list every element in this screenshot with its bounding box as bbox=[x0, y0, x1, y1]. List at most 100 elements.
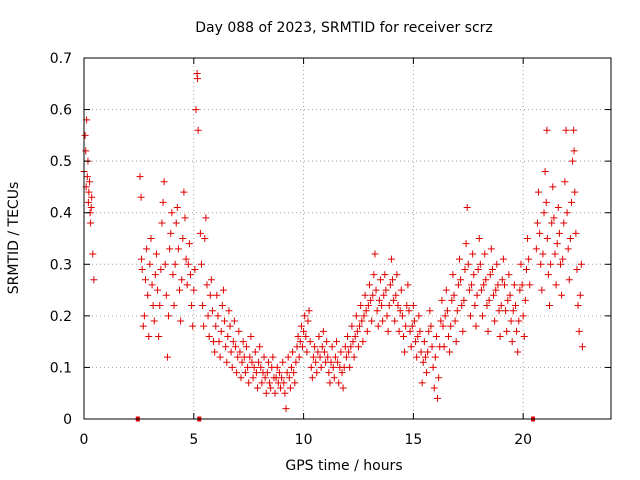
data-point bbox=[570, 126, 578, 134]
data-point bbox=[227, 348, 235, 356]
data-point bbox=[180, 188, 188, 196]
data-point bbox=[342, 353, 350, 361]
data-point bbox=[81, 131, 89, 139]
data-point bbox=[379, 317, 387, 325]
data-point bbox=[398, 312, 406, 320]
data-point bbox=[196, 229, 204, 237]
data-point bbox=[335, 379, 343, 387]
data-point bbox=[319, 327, 327, 335]
data-point bbox=[324, 353, 332, 361]
data-point bbox=[563, 209, 571, 217]
data-point bbox=[474, 265, 482, 273]
data-point bbox=[269, 353, 277, 361]
data-point bbox=[448, 296, 456, 304]
data-point bbox=[141, 276, 149, 284]
data-point bbox=[271, 389, 279, 397]
data-point bbox=[226, 322, 234, 330]
data-point bbox=[349, 338, 357, 346]
data-point bbox=[186, 271, 194, 279]
data-point bbox=[315, 332, 323, 340]
y-tick-label: 0 bbox=[63, 412, 72, 428]
data-point bbox=[214, 312, 222, 320]
data-point bbox=[521, 296, 529, 304]
data-point bbox=[183, 281, 191, 289]
data-point bbox=[556, 260, 564, 268]
data-point bbox=[197, 260, 205, 268]
data-point bbox=[371, 250, 379, 258]
data-point bbox=[244, 363, 252, 371]
data-point bbox=[391, 317, 399, 325]
data-point bbox=[334, 358, 342, 366]
data-point bbox=[513, 327, 521, 335]
data-point bbox=[408, 322, 416, 330]
y-tick-label: 0.2 bbox=[50, 309, 72, 325]
data-point bbox=[539, 250, 547, 258]
data-point bbox=[447, 322, 455, 330]
data-points bbox=[80, 69, 586, 413]
data-point bbox=[434, 394, 442, 402]
data-point bbox=[213, 291, 221, 299]
data-point bbox=[425, 327, 433, 335]
data-point bbox=[273, 363, 281, 371]
data-point bbox=[167, 229, 175, 237]
data-point bbox=[82, 147, 90, 155]
data-point bbox=[317, 363, 325, 371]
data-point bbox=[566, 235, 574, 242]
y-tick-label: 0.1 bbox=[50, 360, 72, 376]
data-point bbox=[85, 188, 93, 196]
data-point bbox=[535, 188, 543, 196]
data-point bbox=[323, 338, 331, 346]
data-point bbox=[573, 265, 581, 273]
data-point bbox=[170, 302, 178, 310]
data-point bbox=[250, 363, 258, 371]
data-point bbox=[325, 369, 333, 377]
data-point bbox=[304, 317, 312, 325]
data-point bbox=[212, 322, 220, 330]
data-point bbox=[486, 271, 494, 279]
data-point bbox=[519, 312, 527, 320]
data-point bbox=[291, 379, 299, 387]
data-point bbox=[463, 204, 471, 212]
data-point bbox=[194, 75, 202, 83]
data-point bbox=[538, 286, 546, 294]
data-point bbox=[458, 302, 466, 310]
data-point bbox=[137, 193, 145, 201]
data-point bbox=[569, 157, 577, 165]
data-point bbox=[308, 374, 316, 382]
data-point bbox=[306, 338, 314, 346]
data-point bbox=[294, 332, 302, 340]
data-point bbox=[211, 348, 219, 356]
data-point bbox=[216, 353, 224, 361]
data-point bbox=[387, 255, 395, 263]
data-point bbox=[245, 379, 253, 387]
data-point bbox=[191, 265, 199, 273]
data-point bbox=[465, 286, 473, 294]
data-point bbox=[282, 405, 290, 413]
data-point bbox=[150, 317, 158, 325]
data-point bbox=[431, 353, 439, 361]
data-point bbox=[517, 260, 525, 268]
data-point bbox=[224, 332, 232, 340]
data-point bbox=[205, 332, 213, 340]
data-point bbox=[228, 363, 236, 371]
data-point bbox=[555, 229, 563, 237]
data-point bbox=[476, 260, 484, 268]
data-point bbox=[260, 353, 268, 361]
data-point bbox=[490, 291, 498, 299]
data-point bbox=[218, 302, 226, 310]
data-point bbox=[376, 276, 384, 284]
data-point bbox=[248, 358, 256, 366]
data-point bbox=[460, 296, 468, 304]
data-point bbox=[301, 312, 309, 320]
data-point bbox=[506, 291, 514, 299]
data-point bbox=[182, 255, 190, 263]
data-point bbox=[283, 369, 291, 377]
data-point bbox=[469, 250, 477, 258]
data-point bbox=[160, 178, 168, 186]
data-point bbox=[337, 348, 345, 356]
data-point bbox=[188, 302, 196, 310]
data-point bbox=[543, 126, 551, 134]
data-point bbox=[249, 374, 257, 382]
data-point bbox=[330, 374, 338, 382]
data-point bbox=[493, 260, 501, 268]
